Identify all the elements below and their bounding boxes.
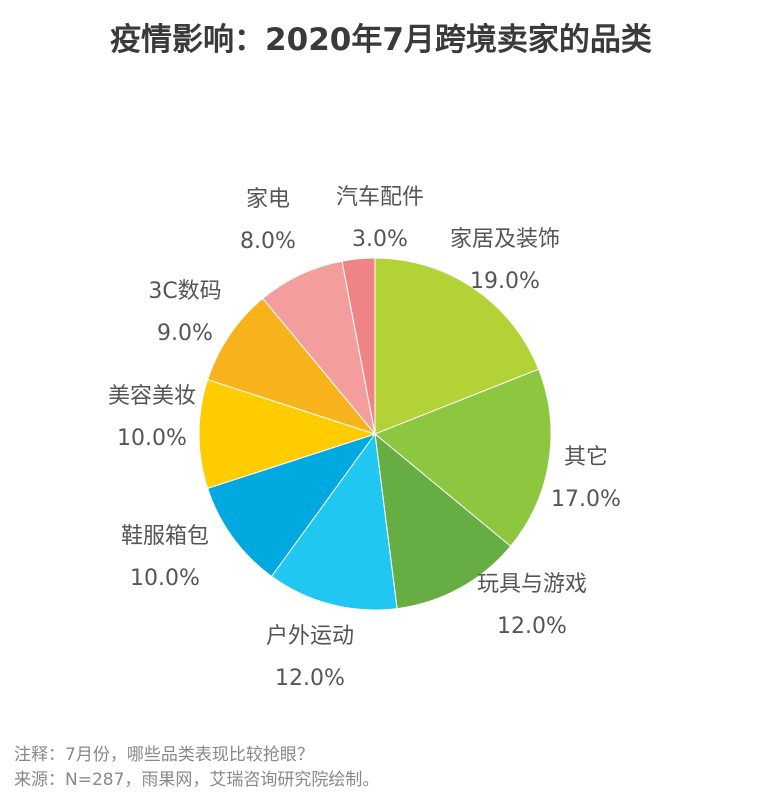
category-label: 3C数码 (148, 279, 222, 304)
note-text: 注释：7月份，哪些品类表现比较抢眼？ (14, 745, 314, 765)
slice-label: 鞋服箱包 10.0% (121, 516, 209, 600)
slice-label: 玩具与游戏 12.0% (477, 564, 587, 648)
pie-slice-7 (262, 260, 376, 435)
category-label: 玩具与游戏 (476, 572, 588, 597)
percent-label: 10.0% (117, 426, 187, 451)
percent-label: 8.0% (240, 229, 296, 254)
source-text: 来源：N=287，雨果网，艾瑞咨询研究院绘制。 (14, 770, 380, 790)
slice-label: 汽车配件 3.0% (336, 177, 424, 261)
slice-label: 其它 17.0% (551, 437, 621, 521)
slice-label: 家电 8.0% (240, 179, 296, 263)
chart-title: 疫情影响：2020年7月跨境卖家的品类 (110, 22, 652, 58)
pie-slice-5 (198, 378, 377, 490)
pie-slice-6 (206, 297, 377, 436)
category-label: 户外运动 (265, 624, 355, 649)
category-label: 家电 (245, 187, 290, 212)
percent-label: 10.0% (130, 566, 200, 591)
category-label: 家居及装饰 (449, 227, 561, 252)
category-label: 鞋服箱包 (120, 524, 210, 549)
pie-slice-8 (341, 257, 376, 435)
percent-label: 17.0% (551, 487, 621, 512)
category-label: 汽车配件 (335, 185, 425, 210)
percent-label: 12.0% (497, 614, 567, 639)
pie-slice-2 (374, 432, 512, 610)
percent-label: 9.0% (157, 321, 213, 346)
category-label: 其它 (563, 445, 609, 470)
percent-label: 12.0% (275, 666, 345, 691)
pie-slice-4 (206, 433, 377, 578)
category-label: 美容美妆 (107, 384, 197, 409)
slice-label: 户外运动 12.0% (266, 616, 354, 700)
percent-label: 3.0% (352, 227, 408, 252)
pie-slice-0 (374, 257, 540, 435)
pie-slice-3 (270, 432, 398, 611)
slice-label: 3C数码 9.0% (148, 271, 221, 355)
slice-label: 美容美妆 10.0% (108, 376, 196, 460)
slice-label: 家居及装饰 19.0% (450, 219, 560, 303)
pie-slice-1 (374, 368, 552, 547)
percent-label: 19.0% (470, 269, 540, 294)
